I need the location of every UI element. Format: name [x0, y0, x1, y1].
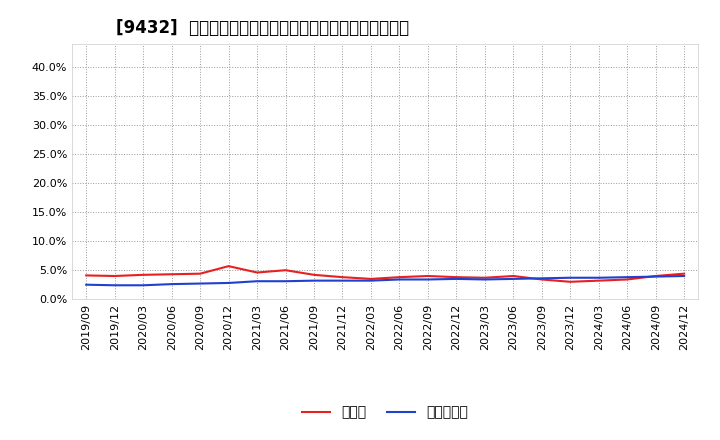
現頃金 — [509, 273, 518, 279]
現頃金 — [310, 272, 318, 278]
現頃金 — [196, 271, 204, 276]
現頃金 — [253, 270, 261, 275]
Legend: 現頃金, 有利子負債: 現頃金, 有利子負債 — [297, 400, 474, 425]
有利子負債 — [652, 274, 660, 279]
現頃金 — [652, 273, 660, 279]
有利子負債 — [253, 279, 261, 284]
Text: [9432]  現頃金、有利子負債の総資産に対する比率の推移: [9432] 現頃金、有利子負債の総資産に対する比率の推移 — [116, 19, 409, 37]
有利子負債 — [480, 277, 489, 282]
現頃金 — [566, 279, 575, 284]
有利子負債 — [310, 278, 318, 283]
現頃金 — [395, 275, 404, 280]
有利子負債 — [566, 275, 575, 280]
現頃金 — [623, 277, 631, 282]
現頃金 — [480, 275, 489, 280]
有利子負債 — [509, 276, 518, 282]
有利子負債 — [110, 282, 119, 288]
現頃金 — [423, 273, 432, 279]
現頃金 — [366, 276, 375, 282]
Line: 有利子負債: 有利子負債 — [86, 276, 684, 285]
現頃金 — [82, 273, 91, 278]
有利子負債 — [225, 280, 233, 286]
現頃金 — [225, 264, 233, 269]
有利子負債 — [595, 275, 603, 280]
現頃金 — [338, 275, 347, 280]
有利子負債 — [338, 278, 347, 283]
有利子負債 — [395, 277, 404, 282]
現頃金 — [680, 271, 688, 276]
現頃金 — [282, 268, 290, 273]
有利子負債 — [167, 282, 176, 287]
現頃金 — [537, 277, 546, 282]
有利子負債 — [282, 279, 290, 284]
有利子負債 — [196, 281, 204, 286]
現頃金 — [110, 273, 119, 279]
有利子負債 — [423, 277, 432, 282]
現頃金 — [167, 271, 176, 277]
Line: 現頃金: 現頃金 — [86, 266, 684, 282]
有利子負債 — [452, 276, 461, 282]
有利子負債 — [680, 273, 688, 279]
現頃金 — [452, 275, 461, 280]
有利子負債 — [366, 278, 375, 283]
現頃金 — [595, 278, 603, 283]
有利子負債 — [623, 275, 631, 280]
有利子負債 — [139, 282, 148, 288]
有利子負債 — [82, 282, 91, 287]
現頃金 — [139, 272, 148, 278]
有利子負債 — [537, 276, 546, 281]
